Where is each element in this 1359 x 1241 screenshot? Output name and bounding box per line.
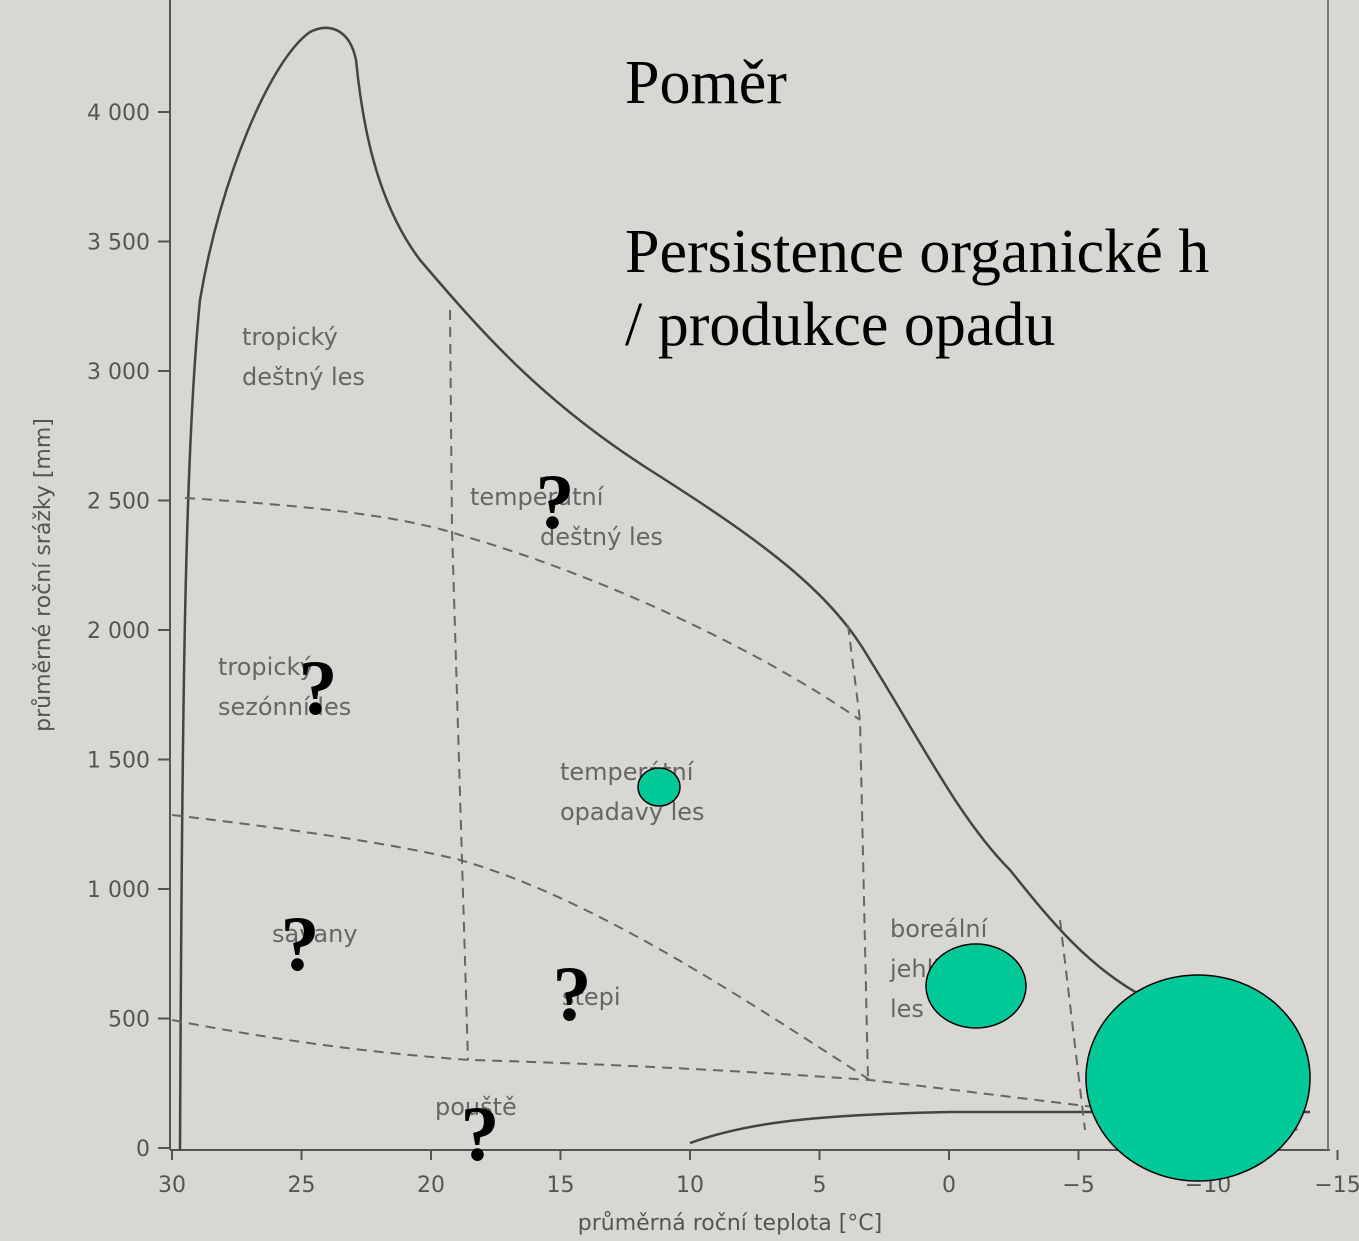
x-tick-label: 30 <box>158 1173 186 1198</box>
dashed-boundary <box>171 814 871 1081</box>
subtitle-line: Persistence organické h <box>625 218 1209 286</box>
x-tick-label: 0 <box>942 1173 956 1198</box>
x-tick-label: 25 <box>288 1173 316 1198</box>
region-label: pouště <box>435 1093 517 1121</box>
dashed-boundary <box>1059 919 1086 1131</box>
question-mark: ? <box>461 1090 500 1177</box>
dashed-boundary <box>171 1019 1301 1131</box>
y-tick-label: 4 000 <box>87 101 150 126</box>
region-label: opadavý les <box>560 798 705 826</box>
region-label: deštný les <box>540 523 663 551</box>
question-mark: ? <box>536 458 575 545</box>
y-tick-label: 1 000 <box>87 878 150 903</box>
x-tick-label: 20 <box>417 1173 445 1198</box>
region-label: boreální <box>890 915 989 943</box>
y-tick-label: 2 500 <box>87 490 150 515</box>
ratio-circle <box>637 767 681 807</box>
region-label: les <box>890 995 924 1023</box>
region-label: temperátní <box>470 483 605 511</box>
y-tick-label: 0 <box>136 1137 150 1162</box>
region-label: sezónní les <box>218 693 351 721</box>
y-tick-label: 2 000 <box>87 619 150 644</box>
question-mark: ? <box>299 644 338 731</box>
question-mark: ? <box>553 950 592 1037</box>
ratio-circle <box>925 943 1027 1029</box>
ratio-circle <box>1085 974 1311 1182</box>
subtitle-line: / produkce opadu <box>625 291 1055 359</box>
region-label: tropický <box>242 323 338 351</box>
y-tick-label: 500 <box>108 1008 150 1033</box>
region-label: tropický <box>218 653 314 681</box>
biome-boundary <box>178 26 1151 1151</box>
title: Poměr <box>625 49 787 117</box>
region-label: stepi <box>562 983 621 1011</box>
region-label: savany <box>272 920 358 948</box>
question-mark: ? <box>281 900 320 987</box>
x-axis-label: průměrná roční teplota [°C] <box>578 1211 883 1236</box>
x-tick-label: 5 <box>813 1173 827 1198</box>
y-tick-label: 1 500 <box>87 749 150 774</box>
y-axis-label: průměrné roční srážky [mm] <box>31 418 56 732</box>
dashed-boundary <box>184 497 861 721</box>
x-tick-label: 10 <box>676 1173 704 1198</box>
y-tick-label: 3 500 <box>87 231 150 256</box>
desert-boundary <box>689 1110 1310 1145</box>
region-label: deštný les <box>242 363 365 391</box>
dashed-boundary <box>449 309 469 1061</box>
y-tick-label: 3 000 <box>87 360 150 385</box>
x-tick-label: 15 <box>547 1173 575 1198</box>
x-tick-label: −5 <box>1062 1173 1094 1198</box>
x-tick-label: −15 <box>1314 1173 1359 1198</box>
